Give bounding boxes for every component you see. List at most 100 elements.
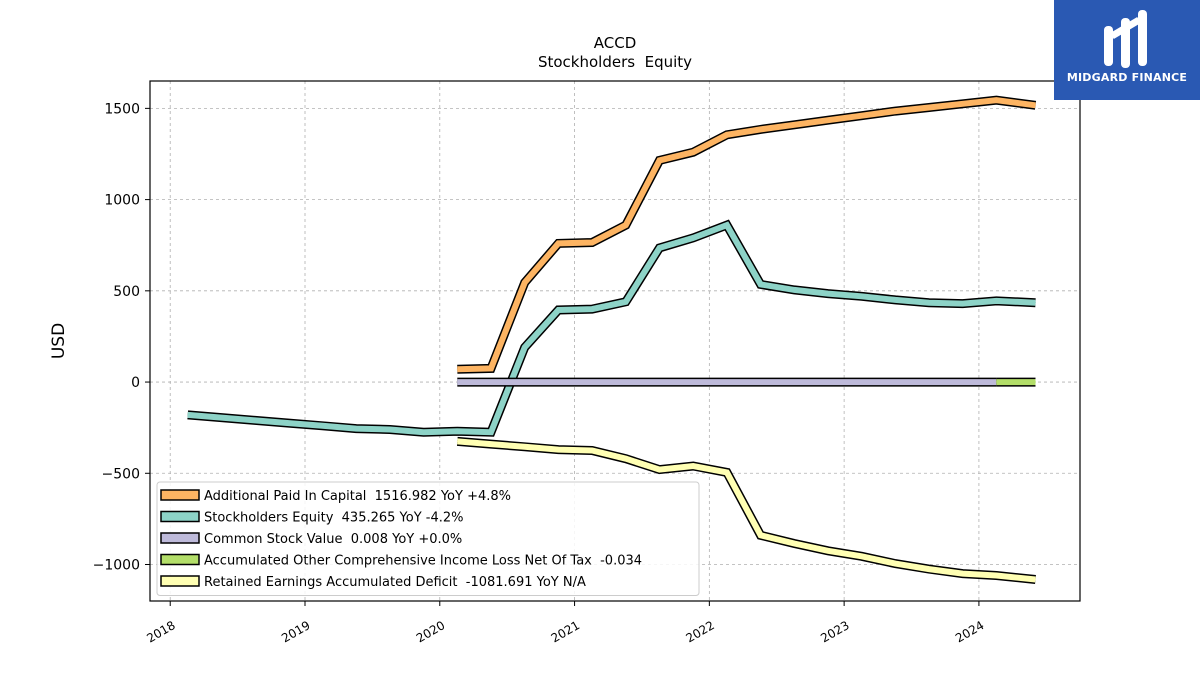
data-point-3 [995,381,997,383]
data-point-1 [355,428,357,430]
data-point-4 [524,446,526,448]
legend-label: Retained Earnings Accumulated Deficit -1… [204,575,586,590]
data-point-0 [928,106,930,108]
data-point-1 [894,299,896,301]
data-point-4 [726,471,728,473]
data-point-4 [490,443,492,445]
legend-swatch [160,532,200,544]
legend-swatch [160,510,200,523]
data-point-0 [524,282,526,284]
data-point-1 [389,428,391,430]
chart-subtitle: Stockholders Equity [538,53,692,71]
data-point-0 [793,124,795,126]
data-point-1 [861,295,863,297]
data-point-4 [658,469,660,471]
data-point-4 [894,563,896,565]
data-point-4 [1035,578,1037,580]
legend-swatch [160,553,200,566]
brand-logo: MIDGARD FINANCE [1054,0,1200,100]
series-outline-1 [187,219,1036,437]
legend-label: Accumulated Other Comprehensive Income L… [204,554,642,569]
data-point-1 [928,302,930,304]
brand-name: MIDGARD FINANCE [1066,71,1188,84]
data-point-1 [1035,302,1037,304]
data-point-1 [995,300,997,302]
legend-swatch [160,489,200,501]
legend-label: Common Stock Value 0.008 YoY +0.0% [204,532,462,547]
data-point-4 [995,574,997,576]
data-point-1 [254,419,256,421]
data-point-4 [962,573,964,575]
series-line-1 [187,221,1036,436]
x-tick-label: 2021 [549,618,582,645]
data-point-4 [861,555,863,557]
data-point-3 [1035,381,1037,383]
data-point-0 [861,115,863,117]
legend: Additional Paid In Capital 1516.982 YoY … [156,481,700,596]
y-tick-label: −1000 [93,558,140,574]
data-point-1 [658,247,660,249]
data-point-4 [760,534,762,536]
x-tick-label: 2024 [953,618,986,645]
data-point-4 [557,449,559,451]
data-point-1 [490,431,492,433]
x-tick-label: 2020 [414,618,447,645]
data-point-4 [692,465,694,467]
y-tick-label: 1000 [104,193,140,209]
y-tick-label: 1500 [104,101,140,117]
grid-lines [150,81,1080,601]
plot-frame [149,80,1081,602]
data-point-1 [557,309,559,311]
x-tick-label: 2023 [818,618,851,645]
data-point-4 [928,568,930,570]
data-point-1 [524,346,526,348]
x-tick-label: 2022 [683,618,716,645]
y-tick-label: 500 [113,284,140,300]
data-point-1 [962,303,964,305]
y-tick-label: 0 [131,375,140,391]
data-point-1 [288,422,290,424]
brand-mark-icon [1104,10,1147,68]
data-point-0 [726,134,728,136]
data-point-1 [625,301,627,303]
data-point-1 [793,289,795,291]
data-point-1 [827,293,829,295]
data-point-4 [625,458,627,460]
data-point-4 [591,449,593,451]
data-point-1 [726,224,728,226]
data-point-1 [692,237,694,239]
data-point-0 [692,151,694,153]
data-point-4 [456,440,458,442]
data-point-0 [827,119,829,121]
plot-series [187,95,1037,584]
legend-box [156,481,700,596]
data-point-0 [1035,104,1037,106]
data-point-0 [557,242,559,244]
data-point-0 [658,159,660,161]
data-point-1 [591,308,593,310]
chart-title: ACCD [594,34,637,52]
y-axis-label: USD [49,323,69,359]
data-point-1 [220,417,222,419]
data-point-0 [894,110,896,112]
data-point-0 [625,224,627,226]
data-point-0 [591,241,593,243]
legend-swatch [160,575,200,587]
data-point-0 [995,99,997,101]
data-point-1 [760,283,762,285]
x-tick-label: 2019 [279,618,312,645]
data-point-0 [490,367,492,369]
y-tick-label: −500 [102,466,140,482]
data-point-1 [456,430,458,432]
x-tick-label: 2018 [144,618,177,645]
data-point-4 [793,543,795,545]
legend-label: Additional Paid In Capital 1516.982 YoY … [204,489,511,504]
data-point-0 [760,128,762,130]
data-point-4 [827,550,829,552]
data-point-1 [423,431,425,433]
data-point-1 [322,425,324,427]
data-point-2 [456,381,458,383]
data-point-0 [962,103,964,105]
series-line-0 [457,97,1036,373]
